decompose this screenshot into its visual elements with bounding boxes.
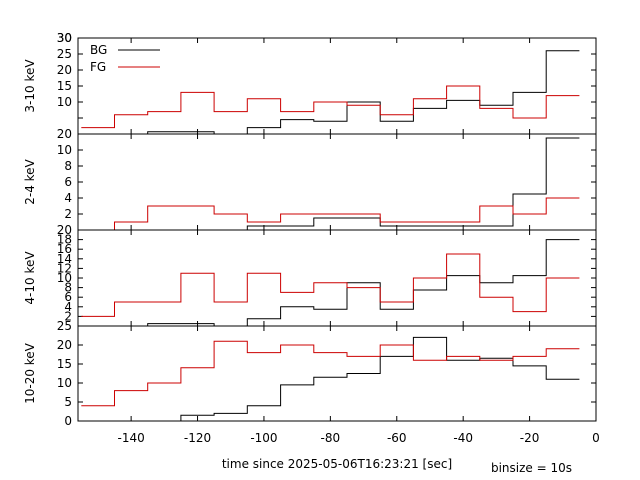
y-tick-label: 10 (57, 95, 72, 109)
series-fg-line (81, 197, 580, 230)
y-tick-label: 12 (57, 261, 72, 275)
y-tick-label: 4 (64, 300, 72, 314)
x-tick-label: -40 (453, 431, 473, 445)
y-tick-label: 15 (57, 79, 72, 93)
legend: BG FG (90, 43, 160, 74)
x-tick-label: -20 (520, 431, 540, 445)
y-axis-title: 4-10 keV (23, 251, 37, 305)
y-tick-label: 8 (64, 159, 72, 173)
x-axis-title: time since 2025-05-06T16:23:21 [sec] (222, 457, 452, 471)
y-tick-label: 25 (57, 47, 72, 61)
x-tick-label: -60 (387, 431, 407, 445)
series-bg-line (81, 336, 580, 421)
y-tick-label: 20 (57, 63, 72, 77)
series-fg-line (81, 253, 580, 317)
binsize-label: binsize = 10s (491, 461, 572, 475)
series-fg-line (81, 340, 580, 407)
panel-top-tick-label: 30 (57, 31, 72, 45)
y-tick-label: 10 (57, 143, 72, 157)
y-tick-label: 18 (57, 233, 72, 247)
y-tick-label: 16 (57, 242, 72, 256)
x-tick-label: -100 (250, 431, 277, 445)
y-tick-label: 10 (57, 376, 72, 390)
y-tick-label: 6 (64, 290, 72, 304)
y-tick-label: 8 (64, 281, 72, 295)
x-tick-label: -140 (118, 431, 145, 445)
panel-frame (77, 133, 597, 231)
panel-4: 0 5 10 15 20 10-20 keV (23, 325, 597, 428)
panel-frame (77, 37, 597, 135)
panel-top-tick-label: 25 (57, 319, 72, 333)
panel-2: 2 4 6 8 10 2-4 keV (23, 133, 597, 231)
x-tick-label: -80 (321, 431, 341, 445)
x-tick-label: -120 (184, 431, 211, 445)
y-tick-label: 6 (64, 175, 72, 189)
series-bg-line (81, 239, 580, 326)
y-tick-label: 10 (57, 271, 72, 285)
x-tick-label: 0 (592, 431, 600, 445)
legend-label-bg: BG (90, 43, 107, 57)
y-tick-label: 15 (57, 357, 72, 371)
y-tick-label: 2 (64, 207, 72, 221)
y-tick-label: 20 (57, 338, 72, 352)
panel-top-tick-label: 20 (57, 127, 72, 141)
y-tick-label: 30 (57, 31, 72, 45)
y-axis-title: 2-4 keV (23, 158, 37, 204)
legend-label-fg: FG (90, 60, 106, 74)
series-bg-line (81, 137, 580, 230)
y-tick-label: 0 (64, 414, 72, 428)
panel-1: 10 15 20 25 30 3-10 keV (23, 31, 597, 135)
series-fg-line (81, 85, 580, 129)
panel-top-tick-label: 20 (57, 223, 72, 237)
y-tick-label: 14 (57, 252, 72, 266)
series-bg-line (81, 50, 580, 134)
y-tick-label: 4 (64, 191, 72, 205)
panel-frame (77, 325, 597, 422)
y-axis-title: 3-10 keV (23, 59, 37, 113)
y-tick-label: 2 (64, 309, 72, 323)
y-tick-label: 5 (64, 395, 72, 409)
y-axis-title: 10-20 keV (23, 342, 37, 404)
